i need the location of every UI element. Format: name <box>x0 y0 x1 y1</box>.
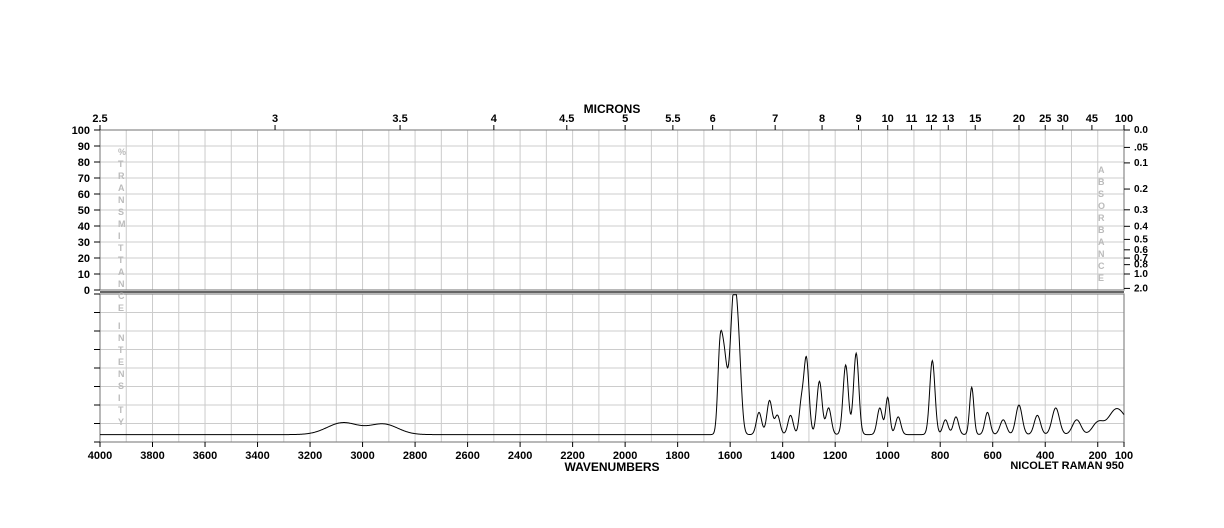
left-upper-axis-label: A <box>118 266 125 278</box>
left-upper-axis-label: E <box>118 302 125 314</box>
right-axis-label: B <box>1098 224 1105 236</box>
right-axis-label: B <box>1098 176 1105 188</box>
left-upper-axis-label: R <box>118 170 125 182</box>
abs-tick-label: 0.4 <box>1134 221 1148 232</box>
left-upper-axis-label: N <box>118 194 125 206</box>
left-lower-axis-label: N <box>118 368 125 380</box>
right-axis-label: A <box>1098 164 1105 176</box>
left-upper-axis-label: % <box>118 146 127 158</box>
left-lower-axis-label: E <box>118 356 125 368</box>
left-lower-axis-label: S <box>118 380 125 392</box>
abs-tick-label: 0.1 <box>1134 158 1148 169</box>
right-axis-label: R <box>1098 212 1105 224</box>
trans-tick-label: 50 <box>78 205 90 217</box>
right-axis-label: S <box>1098 188 1105 200</box>
right-axis-label: C <box>1098 260 1105 272</box>
right-axis-label: O <box>1098 200 1106 212</box>
chart-container: MICRONS WAVENUMBERS NICOLET RAMAN 950 01… <box>0 0 1224 528</box>
left-lower-axis-label: T <box>118 344 124 356</box>
trans-tick-label: 90 <box>78 141 90 153</box>
trans-tick-label: 80 <box>78 157 90 169</box>
abs-tick-label: 0.3 <box>1134 205 1148 216</box>
left-upper-axis-label: T <box>118 242 124 254</box>
trans-tick-label: 60 <box>78 189 90 201</box>
abs-tick-label: 0.0 <box>1134 125 1148 136</box>
trans-tick-label: 20 <box>78 253 90 265</box>
abs-tick-label: 0.2 <box>1134 184 1148 195</box>
right-axis-label: A <box>1098 236 1105 248</box>
top-axis-title: MICRONS <box>0 102 1224 116</box>
chart-svg: 0 10 20 30 40 50 60 70 80 90 100 0.0 .05 0.1 0.2 0.3 0.4… <box>0 0 1224 528</box>
instrument-label: NICOLET RAMAN 950 <box>1010 460 1124 472</box>
left-lower-axis-label: I <box>118 320 121 332</box>
left-lower-axis-label: T <box>118 404 124 416</box>
trans-tick-label: 10 <box>78 269 90 281</box>
left-upper-axis-label: M <box>118 218 126 230</box>
abs-tick-label: 2.0 <box>1134 283 1148 294</box>
abs-tick-label: .05 <box>1134 142 1148 153</box>
trans-tick-label: 0 <box>84 285 90 297</box>
trans-tick-label: 40 <box>78 221 90 233</box>
right-axis-label: N <box>1098 248 1105 260</box>
left-upper-axis-label: S <box>118 206 125 218</box>
left-upper-axis-label: A <box>118 182 125 194</box>
abs-tick-label: 1.0 <box>1134 269 1148 280</box>
left-upper-axis-label: T <box>118 158 124 170</box>
left-lower-axis-label: N <box>118 332 125 344</box>
left-upper-axis-label: C <box>118 290 125 302</box>
trans-tick-label: 100 <box>72 125 90 137</box>
left-lower-axis-label: I <box>118 392 121 404</box>
left-upper-axis-label: T <box>118 254 124 266</box>
left-upper-axis-label: I <box>118 230 121 242</box>
abs-tick-label: 0.5 <box>1134 234 1148 245</box>
trans-tick-label: 30 <box>78 237 90 249</box>
right-axis-label: E <box>1098 272 1105 284</box>
left-lower-axis-label: Y <box>118 416 125 428</box>
spectrum-trace <box>100 295 1124 435</box>
trans-tick-label: 70 <box>78 173 90 185</box>
left-upper-axis-label: N <box>118 278 125 290</box>
